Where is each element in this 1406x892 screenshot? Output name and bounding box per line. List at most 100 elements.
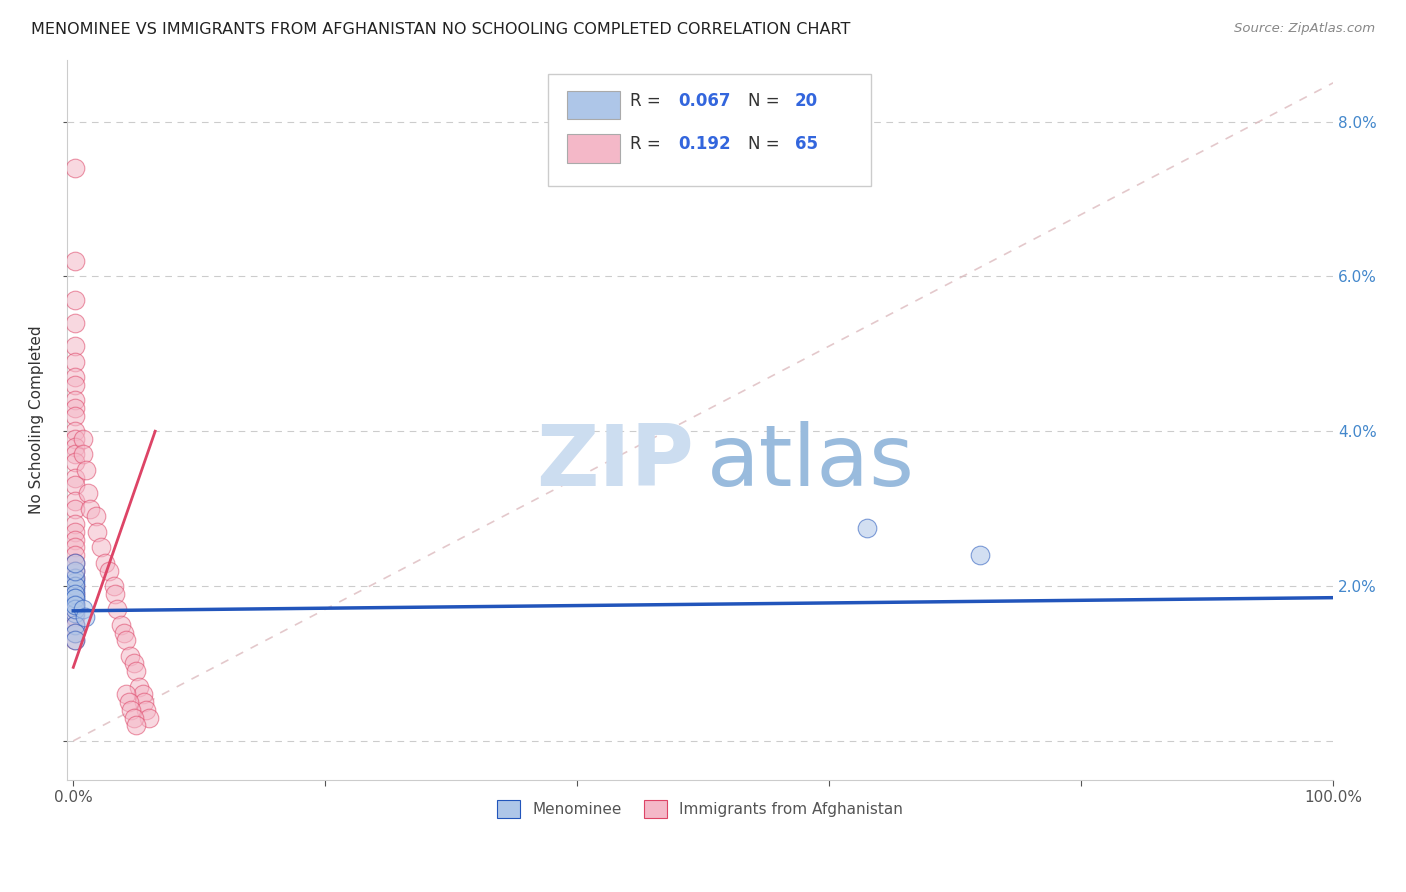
Point xyxy=(63,625,86,640)
Legend: Menominee, Immigrants from Afghanistan: Menominee, Immigrants from Afghanistan xyxy=(489,792,911,826)
Text: R =: R = xyxy=(630,92,666,110)
Text: 0.192: 0.192 xyxy=(679,135,731,153)
Point xyxy=(63,571,86,585)
Point xyxy=(63,533,86,547)
Point xyxy=(110,617,132,632)
Point xyxy=(135,703,157,717)
Point xyxy=(90,541,112,555)
FancyBboxPatch shape xyxy=(548,74,872,186)
Point xyxy=(63,579,86,593)
Point xyxy=(122,711,145,725)
Point xyxy=(72,447,94,461)
Point xyxy=(115,633,138,648)
Point xyxy=(63,625,86,640)
Point xyxy=(63,432,86,446)
Point xyxy=(856,521,879,535)
Point xyxy=(63,582,86,597)
Point xyxy=(125,718,148,732)
Point xyxy=(63,564,86,578)
Point xyxy=(63,633,86,648)
Point xyxy=(120,703,142,717)
Point xyxy=(63,354,86,368)
Point xyxy=(75,463,97,477)
Point xyxy=(63,161,86,175)
FancyBboxPatch shape xyxy=(567,134,620,162)
Point xyxy=(63,617,86,632)
Point xyxy=(73,610,96,624)
Point xyxy=(77,486,100,500)
Point xyxy=(72,432,94,446)
Text: ZIP: ZIP xyxy=(536,421,693,504)
Point xyxy=(138,711,160,725)
Text: 65: 65 xyxy=(794,135,818,153)
Point xyxy=(63,316,86,330)
Point xyxy=(79,501,101,516)
Point xyxy=(63,541,86,555)
Point xyxy=(63,377,86,392)
Point xyxy=(132,695,155,709)
Point xyxy=(63,617,86,632)
Point xyxy=(63,401,86,415)
Point xyxy=(118,695,141,709)
Text: N =: N = xyxy=(748,135,785,153)
Point xyxy=(63,602,86,616)
Point xyxy=(63,633,86,648)
Point xyxy=(112,625,135,640)
Point xyxy=(63,594,86,608)
Point xyxy=(115,688,138,702)
Point xyxy=(105,602,128,616)
Point xyxy=(63,424,86,438)
Point xyxy=(104,587,127,601)
Point xyxy=(86,524,108,539)
Point xyxy=(969,548,991,562)
Point xyxy=(63,571,86,585)
Y-axis label: No Schooling Completed: No Schooling Completed xyxy=(30,326,44,514)
Point xyxy=(94,556,117,570)
Point xyxy=(128,680,150,694)
Point xyxy=(63,409,86,423)
Text: MENOMINEE VS IMMIGRANTS FROM AFGHANISTAN NO SCHOOLING COMPLETED CORRELATION CHAR: MENOMINEE VS IMMIGRANTS FROM AFGHANISTAN… xyxy=(31,22,851,37)
Point xyxy=(63,339,86,353)
Point xyxy=(97,564,120,578)
Point xyxy=(103,579,125,593)
Point xyxy=(131,688,153,702)
Point xyxy=(63,599,86,613)
Point xyxy=(63,606,86,620)
Point xyxy=(63,293,86,307)
Point xyxy=(63,556,86,570)
Point xyxy=(63,253,86,268)
Point xyxy=(63,447,86,461)
Point xyxy=(63,556,86,570)
Point xyxy=(63,599,86,613)
Point xyxy=(63,548,86,562)
FancyBboxPatch shape xyxy=(567,91,620,120)
Point xyxy=(63,501,86,516)
Point xyxy=(72,602,94,616)
Point xyxy=(122,657,145,671)
Point xyxy=(63,564,86,578)
Point xyxy=(63,440,86,454)
Point xyxy=(63,591,86,605)
Text: 20: 20 xyxy=(794,92,818,110)
Point xyxy=(63,575,86,590)
Point xyxy=(125,664,148,678)
Point xyxy=(63,455,86,469)
Point xyxy=(63,602,86,616)
Point xyxy=(63,517,86,532)
Point xyxy=(63,587,86,601)
Point xyxy=(63,591,86,605)
Point xyxy=(63,370,86,384)
Text: atlas: atlas xyxy=(706,421,914,504)
Text: 0.067: 0.067 xyxy=(679,92,731,110)
Point xyxy=(118,648,141,663)
Point xyxy=(63,494,86,508)
Point xyxy=(63,478,86,492)
Point xyxy=(63,587,86,601)
Text: N =: N = xyxy=(748,92,785,110)
Point xyxy=(63,579,86,593)
Text: R =: R = xyxy=(630,135,666,153)
Text: Source: ZipAtlas.com: Source: ZipAtlas.com xyxy=(1234,22,1375,36)
Point xyxy=(63,524,86,539)
Point xyxy=(63,471,86,485)
Point xyxy=(63,610,86,624)
